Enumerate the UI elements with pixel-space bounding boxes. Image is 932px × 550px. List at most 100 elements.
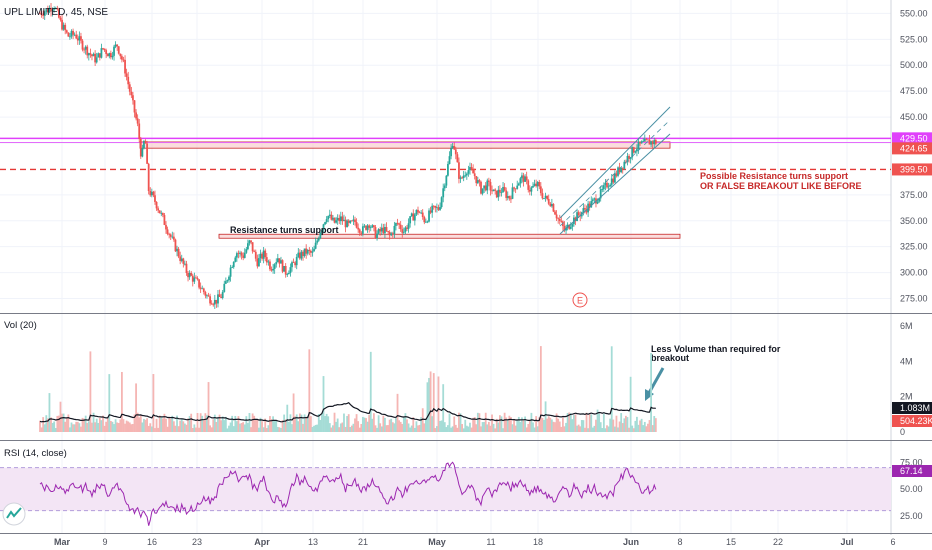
volume-bar	[539, 346, 542, 432]
candle-body	[75, 34, 78, 39]
volume-tick-label: 4M	[900, 356, 913, 366]
candle-body	[69, 36, 71, 38]
volume-bar	[253, 415, 256, 432]
volume-bar	[234, 415, 237, 432]
volume-bar	[439, 420, 441, 432]
volume-bar	[522, 420, 525, 432]
candle-body	[40, 13, 43, 16]
volume-bar	[402, 417, 405, 432]
candle-body	[454, 149, 457, 155]
volume-bar	[382, 415, 385, 432]
candle-body	[569, 226, 572, 229]
volume-bar	[335, 421, 337, 432]
candle-body	[343, 219, 345, 222]
candle-body	[105, 50, 108, 54]
candle-body	[45, 9, 48, 13]
volume-bar	[510, 417, 512, 432]
candle-body	[248, 240, 251, 244]
candle-body	[434, 205, 437, 208]
rsi-axis[interactable]: 75.00 50.00 25.00	[900, 457, 923, 521]
volume-bar	[584, 427, 586, 432]
volume-bar	[387, 425, 389, 432]
volume-bar	[180, 418, 183, 432]
volume-bar	[258, 427, 260, 432]
annotation-false-breakout: OR FALSE BREAKOUT LIKE BEFORE	[700, 181, 862, 191]
candle-body	[114, 44, 117, 47]
tradingview-logo-icon[interactable]	[2, 502, 26, 526]
candle-body	[298, 252, 301, 259]
volume-bar	[119, 419, 122, 432]
volume-bar	[338, 427, 341, 432]
volume-bar	[390, 418, 393, 432]
candle-body	[373, 225, 375, 228]
volume-bar	[462, 428, 465, 432]
candle-body	[606, 182, 608, 188]
volume-bar	[550, 419, 553, 432]
candle-body	[89, 53, 92, 55]
candle-body	[43, 12, 46, 16]
volume-bar	[322, 376, 325, 432]
candle-body	[426, 221, 429, 223]
price-badge-support-bg	[892, 163, 932, 176]
volume-bar	[210, 427, 213, 432]
volume-bar	[267, 425, 270, 432]
price-tick-label: 500.00	[900, 60, 928, 70]
candle-body	[176, 248, 178, 252]
volume-bar	[580, 420, 583, 432]
volume-bar	[121, 371, 123, 432]
candle-body	[335, 220, 337, 223]
candle-body	[469, 167, 471, 171]
volume-bar	[97, 422, 100, 432]
candle-body	[108, 53, 111, 57]
volume-bar	[506, 419, 509, 432]
volume-bar	[67, 414, 70, 432]
volume-bar	[541, 417, 544, 432]
candle-body	[149, 191, 152, 196]
candle-body	[502, 186, 504, 193]
time-axis[interactable]: Mar 9 16 23 Apr 13 21 May 11 18 Jun 8 15 22 Jul 6	[54, 537, 896, 547]
candle-body	[521, 175, 523, 179]
candle-body	[371, 225, 374, 228]
candle-body	[314, 242, 317, 249]
volume-bar	[292, 393, 295, 432]
candle-body	[634, 151, 637, 153]
price-axis[interactable]: 550.00525.00500.00475.00450.00425.00375.…	[900, 8, 928, 303]
candle-body	[239, 252, 241, 254]
channel-middle	[559, 119, 671, 227]
candle-body	[346, 220, 349, 228]
candle-body	[510, 198, 512, 200]
volume-bar	[272, 416, 274, 432]
candle-body	[226, 280, 229, 282]
candle-body	[143, 140, 145, 149]
volume-title: Vol (20)	[4, 320, 37, 331]
volume-bar	[174, 425, 177, 432]
volume-bar	[602, 413, 605, 432]
price-badge-resistance-bg	[892, 132, 932, 145]
candle-body	[431, 205, 434, 213]
volume-bar	[325, 413, 328, 432]
candle-body	[259, 253, 262, 259]
candle-body	[136, 118, 139, 124]
volume-bar	[634, 420, 637, 432]
candle-body	[418, 212, 421, 214]
candle-body	[229, 267, 232, 277]
candle-body	[550, 203, 553, 207]
volume-axis[interactable]: 6M 4M 2M 0	[900, 321, 913, 437]
volume-bar	[235, 421, 238, 432]
candle-body	[489, 181, 492, 191]
volume-bar	[648, 420, 651, 432]
volume-bar	[396, 393, 399, 432]
candle-body	[177, 248, 180, 257]
earnings-marker[interactable]: E	[572, 292, 588, 308]
candle-body	[487, 180, 490, 182]
volume-bar	[601, 427, 604, 432]
volume-bar	[618, 421, 621, 432]
time-tick-label: 13	[308, 537, 318, 547]
volume-bar	[42, 417, 45, 432]
candle-body	[310, 250, 312, 253]
volume-bar	[582, 420, 585, 432]
candle-body	[647, 139, 649, 141]
volume-bar	[228, 425, 230, 432]
time-tick-label: 6	[890, 537, 895, 547]
volume-bar	[645, 426, 648, 432]
